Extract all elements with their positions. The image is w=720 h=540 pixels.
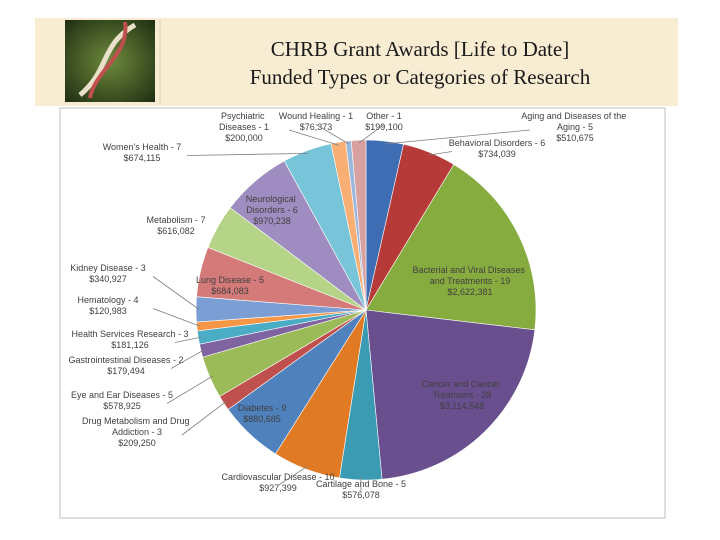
slice-label: Behavioral Disorders - 6 <box>449 138 546 148</box>
leader-line <box>166 375 213 404</box>
title: CHRB Grant Awards [Life to Date] <box>271 37 569 61</box>
title: Funded Types or Categories of Research <box>250 65 591 89</box>
dna-strand <box>88 21 128 99</box>
pie-slice <box>365 309 536 480</box>
slice-value-label: $684,083 <box>211 286 249 296</box>
slice-value-label: $576,078 <box>342 490 380 500</box>
slice-label: Eye and Ear Diseases - 5 <box>71 390 173 400</box>
slice-label: Kidney Disease - 3 <box>70 263 146 273</box>
leader-line <box>152 276 200 310</box>
leader-line <box>428 151 453 156</box>
slice-value-label: $209,250 <box>118 438 156 448</box>
slice-value-label: $578,925 <box>103 401 141 411</box>
leader-line <box>181 401 227 436</box>
pie <box>195 139 537 481</box>
slice-value-label: $199,100 <box>365 122 403 132</box>
slice-label: Cancer and Cancer Treatment - 28 <box>422 379 503 400</box>
slice-label: Gastrointestinal Diseases - 2 <box>68 355 183 365</box>
slice-value-label: $616,082 <box>157 226 195 236</box>
slice-value-label: $3,114,548 <box>440 401 484 411</box>
slice-label: Wound Healing - 1 <box>279 111 353 121</box>
slice-value-label: $179,494 <box>107 366 145 376</box>
slice-value-label: $200,000 <box>225 133 263 143</box>
slice-value-label: $120,983 <box>89 306 127 316</box>
slice-label: Hematology - 4 <box>77 295 138 305</box>
slice-value-label: $181,126 <box>111 340 149 350</box>
slice-label: Other - 1 <box>366 111 402 121</box>
slice-label: Neurological Disorders - 6 <box>246 194 299 215</box>
slice-value-label: $510,675 <box>556 133 594 143</box>
slice-label: Aging and Diseases of the Aging - 5 <box>521 111 629 132</box>
slice-label: Cardiovascular Disease - 10 <box>221 472 334 482</box>
slice-value-label: $76,373 <box>300 122 333 132</box>
slice-value-label: $880,685 <box>243 414 281 424</box>
leader-line <box>358 124 385 144</box>
slice-value-label: $927,399 <box>259 483 297 493</box>
leader-line <box>288 129 339 146</box>
slice-value-label: $340,927 <box>89 274 127 284</box>
slice-label: Metabolism - 7 <box>146 215 205 225</box>
slice-label: Diabetes - 9 <box>238 403 287 413</box>
slice-label: Drug Metabolism and Drug Addiction - 3 <box>82 416 192 437</box>
leader-line <box>384 129 531 145</box>
leader-line <box>170 349 205 369</box>
slice-value-label: $970,238 <box>253 216 291 226</box>
slice-label: Lung Disease - 5 <box>196 275 264 285</box>
slice-label: Health Services Research - 3 <box>71 329 188 339</box>
leader-line <box>174 336 202 343</box>
slice-label: Psychiatric Diseases - 1 <box>219 111 269 132</box>
pie-slice <box>350 139 367 311</box>
leader-line <box>315 124 349 145</box>
slice-label: Bacterial and Viral Diseases and Treatme… <box>413 265 528 286</box>
slice-value-label: $2,622,381 <box>447 287 492 297</box>
slice-value-label: $734,039 <box>478 149 516 159</box>
slice-value-label: $674,115 <box>124 153 161 163</box>
slice-label: Women's Health - 7 <box>103 142 182 152</box>
leader-line <box>186 152 309 156</box>
leader-line <box>277 466 308 486</box>
pie-slice <box>365 164 537 331</box>
leader-line <box>152 308 200 327</box>
